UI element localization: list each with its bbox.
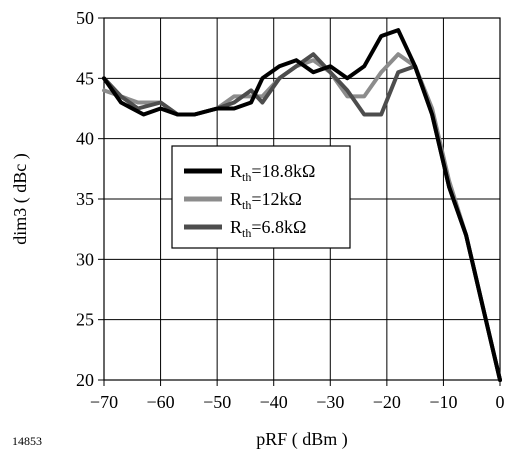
legend: Rth=18.8kΩ Rth=12kΩ Rth=6.8kΩ	[171, 145, 351, 249]
x-tick-label: −40	[260, 392, 288, 412]
x-tick-label: 0	[496, 392, 505, 412]
figure-id: 14853	[12, 434, 42, 448]
x-tick-label: −30	[316, 392, 344, 412]
x-tick-label: −10	[429, 392, 457, 412]
y-tick-label: 30	[76, 249, 94, 269]
y-tick-label: 40	[76, 129, 94, 149]
x-tick-label: −60	[146, 392, 174, 412]
series-line-1	[102, 28, 502, 382]
y-tick-label: 20	[76, 370, 94, 390]
y-tick-label: 45	[76, 68, 94, 88]
y-tick-label: 25	[76, 310, 94, 330]
x-tick-label: −20	[373, 392, 401, 412]
legend-label: Rth=12kΩ	[230, 189, 302, 212]
x-tick-label: −50	[203, 392, 231, 412]
y-tick-label: 50	[76, 8, 94, 28]
series-layer	[102, 28, 502, 382]
legend-label: Rth=6.8kΩ	[230, 217, 306, 240]
y-axis-title: dim3 ( dBc )	[10, 153, 31, 245]
legend-label: Rth=18.8kΩ	[230, 161, 315, 184]
y-tick-label: 35	[76, 189, 94, 209]
x-tick-label: −70	[90, 392, 118, 412]
x-axis-title: pRF ( dBm )	[256, 429, 348, 450]
axis-ticks: −70 −60 −50 −40 −30 −20 −10 0 20 25 30 35 40 45 50	[76, 8, 505, 412]
